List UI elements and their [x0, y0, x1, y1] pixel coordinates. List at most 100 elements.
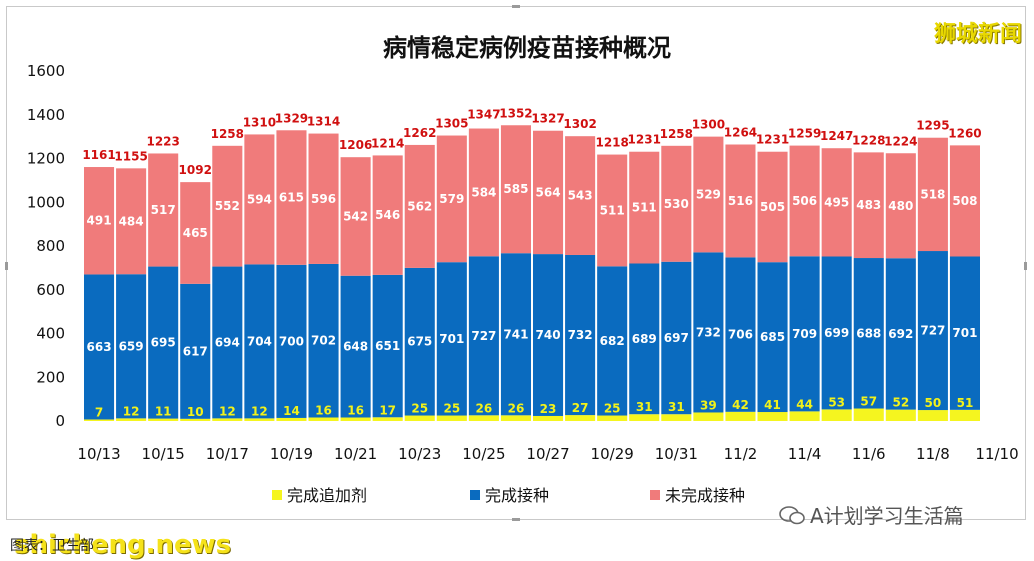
vaccinated-bar	[597, 266, 628, 416]
source-caption: 图表：卫生部	[10, 538, 94, 554]
vaccinated-value-label: 651	[375, 339, 400, 353]
total-value-label: 1260	[948, 126, 981, 140]
y-tick-label: 0	[55, 412, 65, 430]
total-value-label: 1224	[884, 134, 917, 148]
vaccinated-bar	[212, 266, 243, 419]
vaccinated-bar	[885, 258, 916, 410]
vaccinated-value-label: 675	[407, 335, 432, 349]
wechat-account-name: A计划学习生活篇	[810, 504, 964, 528]
vaccinated-bar	[180, 283, 211, 419]
unvaccinated-value-label: 484	[119, 214, 144, 228]
vaccinated-value-label: 732	[696, 325, 721, 339]
booster-bar	[404, 415, 435, 421]
booster-value-label: 10	[187, 405, 204, 419]
vaccinated-value-label: 701	[439, 332, 464, 346]
unvaccinated-bar	[661, 145, 692, 262]
vaccinated-bar	[949, 256, 980, 410]
x-tick-label: 11/8	[916, 445, 950, 463]
booster-value-label: 25	[604, 402, 621, 416]
y-tick-label: 400	[36, 325, 65, 343]
total-value-label: 1327	[531, 112, 564, 126]
legend-swatch	[650, 490, 660, 500]
unvaccinated-bar	[853, 152, 884, 259]
total-value-label: 1206	[339, 138, 372, 152]
vaccinated-value-label: 727	[471, 329, 496, 343]
unvaccinated-value-label: 483	[856, 198, 881, 212]
x-tick-label: 10/27	[526, 445, 569, 463]
vaccinated-bar	[661, 261, 692, 415]
unvaccinated-bar	[340, 157, 371, 276]
unvaccinated-value-label: 511	[632, 201, 657, 215]
unvaccinated-bar	[372, 155, 403, 275]
booster-value-label: 44	[796, 397, 813, 411]
vaccinated-bar	[372, 274, 403, 418]
vaccinated-bar	[533, 254, 564, 416]
total-value-label: 1155	[114, 149, 147, 163]
resize-handle-left[interactable]	[5, 262, 8, 270]
legend: 完成追加剂 完成接种 未完成接种	[272, 486, 745, 505]
unvaccinated-bar	[212, 145, 243, 267]
resize-handle-top[interactable]	[512, 5, 520, 8]
y-tick-label: 600	[36, 281, 65, 299]
booster-value-label: 31	[668, 400, 685, 414]
booster-value-label: 50	[925, 396, 942, 410]
booster-bar	[468, 415, 499, 421]
booster-value-label: 14	[283, 404, 300, 418]
unvaccinated-value-label: 584	[471, 185, 496, 199]
resize-handle-bottom[interactable]	[512, 518, 520, 521]
x-tick-label: 10/15	[142, 445, 185, 463]
total-value-label: 1352	[499, 106, 532, 120]
vaccinated-value-label: 617	[183, 344, 208, 358]
booster-bar	[244, 418, 275, 421]
vaccinated-value-label: 704	[247, 334, 272, 348]
unvaccinated-bar	[757, 151, 788, 263]
unvaccinated-bar	[533, 130, 564, 255]
vaccinated-value-label: 732	[568, 328, 593, 342]
vaccinated-bar	[757, 262, 788, 413]
unvaccinated-bar	[468, 128, 499, 257]
x-tick-label: 10/17	[206, 445, 249, 463]
total-value-label: 1258	[660, 127, 693, 141]
total-value-label: 1314	[307, 115, 340, 129]
vaccinated-value-label: 685	[760, 330, 785, 344]
booster-value-label: 26	[476, 401, 493, 415]
total-value-label: 1218	[595, 136, 628, 150]
unvaccinated-bar	[308, 133, 339, 264]
unvaccinated-value-label: 564	[536, 185, 561, 199]
unvaccinated-value-label: 506	[792, 194, 817, 208]
vaccinated-bar	[500, 253, 531, 416]
unvaccinated-value-label: 596	[311, 192, 336, 206]
booster-bar	[597, 415, 628, 421]
booster-value-label: 51	[957, 396, 974, 410]
unvaccinated-bar	[789, 145, 820, 257]
unvaccinated-value-label: 508	[952, 194, 977, 208]
booster-value-label: 42	[732, 398, 749, 412]
unvaccinated-value-label: 579	[439, 192, 464, 206]
total-value-label: 1228	[852, 133, 885, 147]
vaccinated-bar	[693, 252, 724, 413]
total-value-label: 1305	[435, 117, 468, 131]
x-tick-label: 10/23	[398, 445, 441, 463]
x-tick-label: 10/29	[591, 445, 634, 463]
vaccinated-value-label: 689	[632, 332, 657, 346]
booster-bar	[212, 418, 243, 421]
vaccinated-bar	[725, 257, 756, 412]
vaccinated-value-label: 694	[215, 335, 240, 349]
booster-value-label: 27	[572, 401, 589, 415]
vaccinated-bar	[340, 275, 371, 418]
vaccinated-bar	[148, 266, 179, 419]
unvaccinated-value-label: 552	[215, 199, 240, 213]
unvaccinated-value-label: 530	[664, 197, 689, 211]
total-value-label: 1258	[211, 127, 244, 141]
unvaccinated-bar	[276, 130, 307, 265]
booster-bar	[821, 409, 852, 421]
x-tick-label: 11/2	[724, 445, 758, 463]
unvaccinated-value-label: 542	[343, 209, 368, 223]
unvaccinated-bar	[244, 134, 275, 265]
total-value-label: 1329	[275, 111, 308, 125]
resize-handle-right[interactable]	[1024, 262, 1027, 270]
vaccinated-bar	[244, 264, 275, 419]
unvaccinated-bar	[116, 168, 147, 275]
booster-value-label: 12	[251, 404, 268, 418]
chart-title: 病情稳定病例疫苗接种概况	[383, 34, 671, 62]
